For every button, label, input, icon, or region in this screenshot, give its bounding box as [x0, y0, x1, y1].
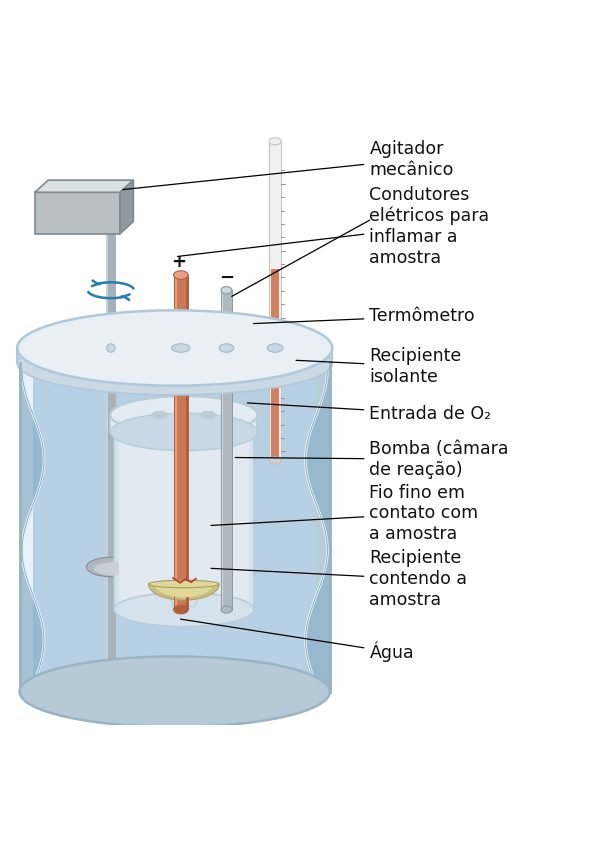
- Text: Termômetro: Termômetro: [254, 307, 475, 325]
- Polygon shape: [174, 275, 177, 610]
- Ellipse shape: [20, 657, 330, 727]
- Polygon shape: [119, 430, 249, 606]
- Polygon shape: [155, 583, 213, 597]
- Ellipse shape: [221, 286, 232, 294]
- Polygon shape: [35, 180, 133, 192]
- Polygon shape: [306, 363, 330, 691]
- Ellipse shape: [267, 344, 283, 352]
- Polygon shape: [148, 584, 219, 600]
- Ellipse shape: [106, 344, 115, 352]
- Ellipse shape: [269, 457, 281, 464]
- Text: Agitador
mecânico: Agitador mecânico: [123, 140, 454, 189]
- Ellipse shape: [87, 557, 135, 577]
- Ellipse shape: [110, 413, 257, 450]
- Polygon shape: [120, 180, 133, 234]
- Text: Entrada de O₂: Entrada de O₂: [247, 403, 491, 423]
- Text: +: +: [172, 253, 186, 270]
- Polygon shape: [174, 275, 188, 610]
- Polygon shape: [167, 587, 201, 606]
- Text: Recipiente
isolante: Recipiente isolante: [296, 347, 462, 386]
- Polygon shape: [114, 427, 254, 610]
- Ellipse shape: [172, 344, 190, 352]
- Polygon shape: [33, 365, 316, 689]
- Text: Condutores
elétricos para
inflamar a
amostra: Condutores elétricos para inflamar a amo…: [177, 186, 489, 267]
- Polygon shape: [106, 232, 108, 691]
- Ellipse shape: [201, 411, 216, 418]
- Ellipse shape: [174, 271, 188, 280]
- Text: Bomba (câmara
de reação): Bomba (câmara de reação): [235, 440, 509, 479]
- Ellipse shape: [17, 332, 332, 395]
- Polygon shape: [106, 232, 115, 691]
- Ellipse shape: [221, 606, 232, 613]
- Ellipse shape: [219, 344, 234, 352]
- Ellipse shape: [174, 605, 188, 614]
- Polygon shape: [186, 275, 188, 610]
- Text: Fio fino em
contato com
a amostra: Fio fino em contato com a amostra: [211, 483, 478, 543]
- Ellipse shape: [17, 311, 332, 386]
- Polygon shape: [221, 290, 232, 610]
- Polygon shape: [20, 363, 44, 691]
- Ellipse shape: [110, 397, 257, 434]
- Ellipse shape: [20, 657, 330, 727]
- Text: Água: Água: [180, 619, 414, 663]
- Polygon shape: [269, 141, 281, 461]
- Ellipse shape: [152, 411, 167, 418]
- Ellipse shape: [269, 137, 281, 145]
- Ellipse shape: [114, 593, 254, 626]
- Text: Recipiente
contendo a
amostra: Recipiente contendo a amostra: [211, 549, 467, 609]
- Text: −: −: [219, 269, 234, 287]
- Polygon shape: [17, 348, 332, 363]
- Polygon shape: [35, 192, 120, 234]
- Ellipse shape: [95, 562, 133, 575]
- Polygon shape: [110, 415, 257, 432]
- Ellipse shape: [148, 580, 219, 588]
- Polygon shape: [20, 363, 330, 691]
- Ellipse shape: [33, 658, 316, 720]
- Polygon shape: [271, 269, 279, 458]
- Polygon shape: [221, 290, 224, 610]
